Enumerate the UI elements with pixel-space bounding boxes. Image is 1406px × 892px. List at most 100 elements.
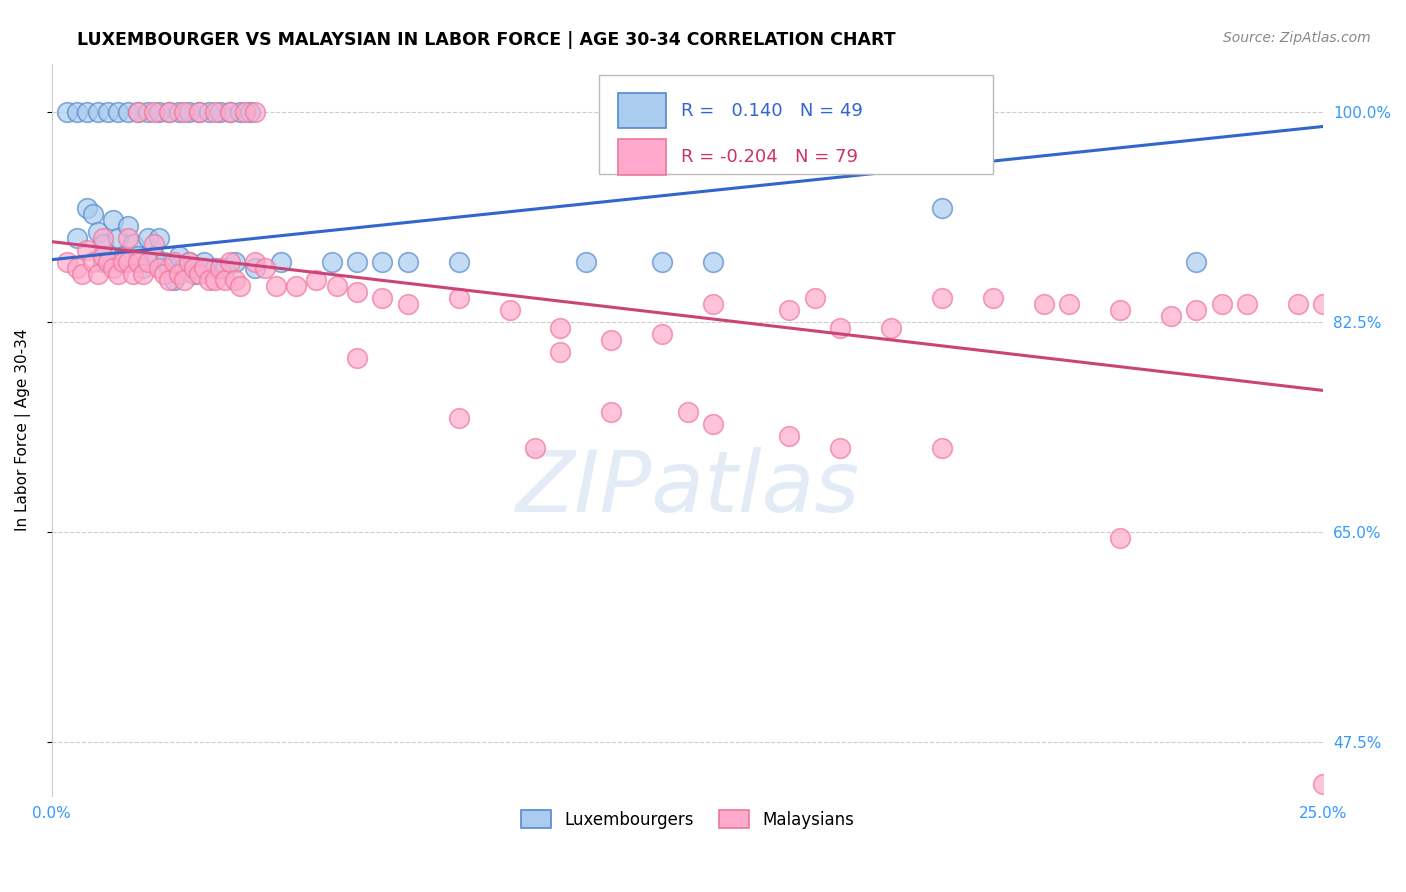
Point (142, 249, 165, 263)
Point (803, 291, 825, 305)
Point (1057, 297, 1080, 311)
Point (208, 105, 231, 120)
Point (284, 279, 307, 293)
Point (97, 255, 120, 269)
Point (931, 201, 953, 215)
Point (179, 255, 201, 269)
Point (325, 279, 347, 293)
Point (127, 249, 149, 263)
Point (1236, 297, 1258, 311)
Point (107, 267, 129, 281)
Point (1286, 297, 1309, 311)
Point (56, 105, 79, 120)
Point (188, 267, 211, 281)
Point (163, 255, 186, 269)
Point (91, 249, 114, 263)
Point (142, 105, 165, 120)
Point (183, 267, 205, 281)
Point (117, 105, 139, 120)
Point (157, 105, 180, 120)
Point (66, 261, 89, 276)
Point (702, 417, 724, 431)
Point (132, 261, 155, 276)
Text: R = -0.204   N = 79: R = -0.204 N = 79 (681, 148, 858, 166)
Point (127, 255, 149, 269)
Text: ZIPatlas: ZIPatlas (516, 447, 859, 530)
Point (152, 255, 174, 269)
Point (1160, 309, 1182, 323)
Point (138, 255, 160, 269)
Point (600, 333, 623, 347)
Point (254, 261, 277, 276)
Point (117, 231, 139, 245)
Point (66, 105, 89, 120)
Point (66, 231, 89, 245)
Text: Source: ZipAtlas.com: Source: ZipAtlas.com (1223, 31, 1371, 45)
Point (76, 105, 98, 120)
Point (198, 105, 221, 120)
Point (550, 321, 572, 335)
Point (575, 255, 598, 269)
Text: R =   0.140   N = 49: R = 0.140 N = 49 (681, 102, 863, 120)
Point (233, 105, 256, 120)
Point (179, 255, 201, 269)
Point (305, 273, 328, 287)
Point (321, 255, 343, 269)
Point (173, 273, 195, 287)
Point (183, 261, 205, 276)
Point (86, 105, 108, 120)
Point (127, 105, 149, 120)
Point (148, 261, 170, 276)
Point (163, 273, 186, 287)
Point (447, 291, 470, 305)
Point (101, 213, 124, 227)
Point (117, 255, 139, 269)
Point (76, 243, 98, 257)
Point (101, 261, 124, 276)
Point (447, 255, 470, 269)
Point (550, 345, 572, 359)
Point (778, 429, 800, 443)
Point (214, 273, 236, 287)
Legend: Luxembourgers, Malaysians: Luxembourgers, Malaysians (515, 804, 860, 835)
Point (245, 255, 267, 269)
Point (676, 405, 699, 419)
Point (198, 273, 221, 287)
Point (91, 231, 114, 245)
Point (157, 105, 180, 120)
Point (229, 279, 252, 293)
Point (76, 201, 98, 215)
Point (122, 267, 145, 281)
Point (447, 411, 470, 425)
Point (651, 255, 673, 269)
Point (239, 105, 262, 120)
Y-axis label: In Labor Force | Age 30-34: In Labor Force | Age 30-34 (15, 329, 31, 532)
Point (204, 261, 226, 276)
Point (1312, 297, 1334, 311)
Point (1312, 777, 1334, 791)
Bar (617, 139, 666, 175)
Point (97, 105, 120, 120)
Point (651, 327, 673, 342)
Point (127, 105, 149, 120)
Point (229, 105, 252, 120)
Point (830, 441, 852, 455)
Point (1032, 297, 1054, 311)
Point (224, 255, 246, 269)
Point (523, 441, 546, 455)
Point (138, 231, 160, 245)
Point (204, 273, 226, 287)
Point (218, 255, 240, 269)
Point (1108, 531, 1130, 545)
Point (346, 351, 368, 365)
Point (981, 291, 1004, 305)
Point (498, 303, 520, 318)
Point (880, 321, 903, 335)
Point (91, 255, 114, 269)
Point (173, 105, 195, 120)
Point (371, 291, 394, 305)
Point (157, 261, 180, 276)
Point (138, 105, 160, 120)
Bar (599, 75, 993, 174)
Point (214, 261, 236, 276)
